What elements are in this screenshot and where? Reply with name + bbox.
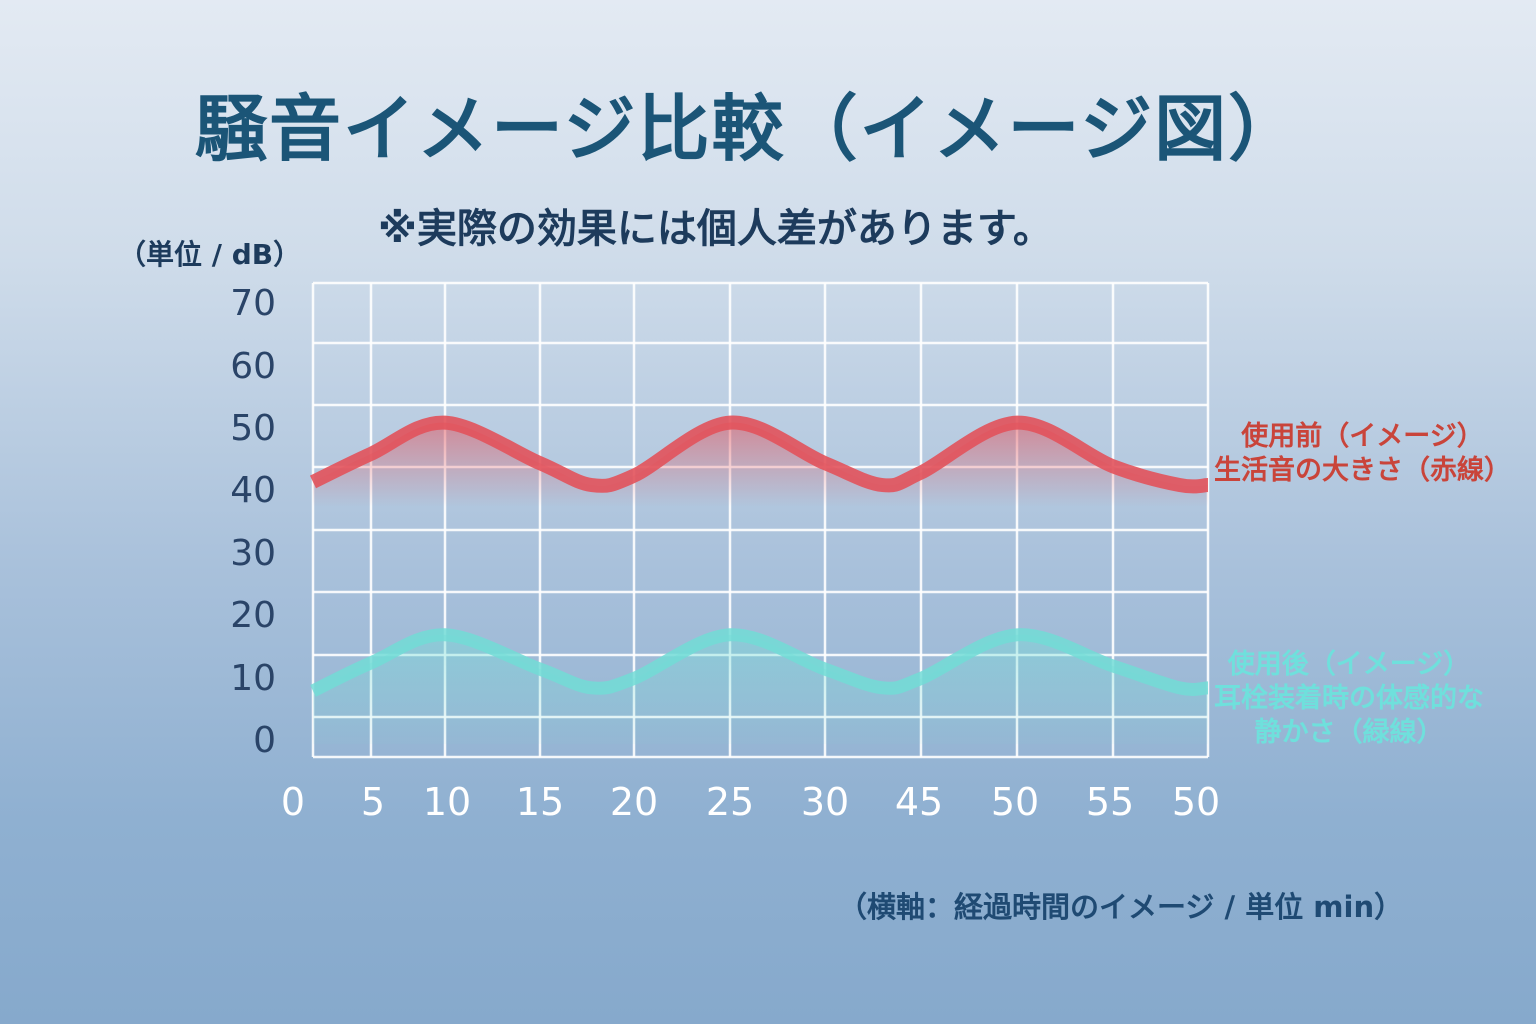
legend-after-line1: 使用後（イメージ） — [1227, 649, 1471, 680]
chart-subtitle: ※実際の効果には個人差があります。 — [378, 206, 1053, 252]
legend-after: 使用後（イメージ） 耳栓装着時の体感的な 静かさ（緑線） — [1214, 648, 1484, 750]
y-axis-label: （単位 / dB） — [118, 238, 302, 271]
x-tick-label: 25 — [705, 780, 755, 824]
series-area-0 — [313, 422, 1208, 507]
x-tick-label: 50 — [1171, 780, 1221, 824]
legend-before-line2: 生活音の大きさ（赤線） — [1214, 455, 1511, 486]
series-line-before — [309, 415, 1209, 494]
x-tick-label: 20 — [609, 780, 659, 824]
legend-after-line3: 静かさ（緑線） — [1254, 717, 1444, 748]
series-line-after — [310, 628, 1209, 697]
y-tick-label: 0 — [253, 720, 276, 761]
x-tick-label: 0 — [280, 780, 306, 824]
x-tick-label: 15 — [515, 780, 565, 824]
y-tick-label: 60 — [230, 345, 276, 387]
series-area-1 — [313, 634, 1208, 744]
y-tick-label: 30 — [230, 532, 276, 574]
y-tick-label: 40 — [230, 470, 276, 512]
x-axis-label: （横軸：経過時間のイメージ / 単位 min） — [838, 890, 1404, 924]
y-tick-label: 50 — [230, 408, 276, 449]
x-tick-label: 10 — [422, 780, 472, 824]
chart-title: 騒音イメージ比較（イメージ図） — [195, 87, 1303, 171]
legend-after-line2: 耳栓装着時の体感的な — [1214, 683, 1484, 714]
legend-before: 使用前（イメージ） 生活音の大きさ（赤線） — [1214, 420, 1511, 488]
legend-before-line1: 使用前（イメージ） — [1241, 421, 1484, 452]
x-tick-label: 30 — [800, 780, 850, 824]
x-tick-label: 45 — [894, 780, 944, 824]
x-tick-label: 50 — [990, 780, 1040, 824]
y-tick-label: 70 — [230, 283, 276, 325]
y-tick-label: 20 — [230, 595, 276, 637]
y-tick-label: 10 — [230, 657, 276, 699]
x-tick-label: 55 — [1085, 780, 1135, 824]
x-tick-label: 5 — [360, 780, 386, 824]
